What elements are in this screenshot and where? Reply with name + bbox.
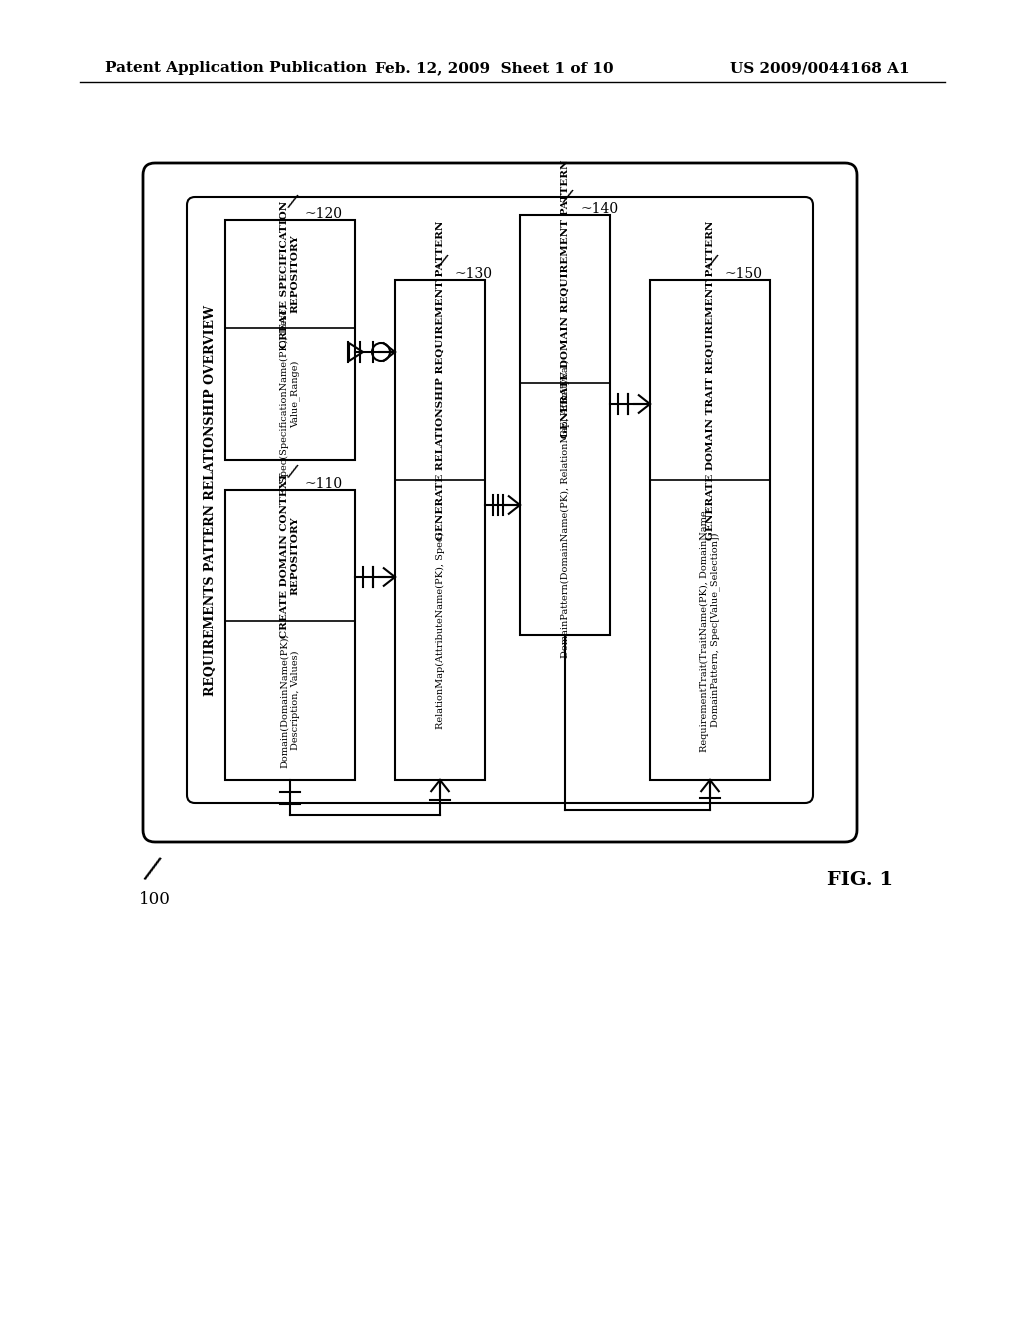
Text: CREATE SPECIFICATION
REPOSITORY: CREATE SPECIFICATION REPOSITORY (281, 201, 300, 347)
Text: /: / (436, 252, 449, 272)
Text: Feb. 12, 2009  Sheet 1 of 10: Feb. 12, 2009 Sheet 1 of 10 (375, 61, 613, 75)
FancyBboxPatch shape (143, 162, 857, 842)
Text: /: / (286, 193, 298, 211)
Text: RequirementTrait(TraitName(PK), DomainName,
DomainPattern, Spec[Value_Selection]: RequirementTrait(TraitName(PK), DomainNa… (699, 508, 720, 752)
Text: REQUIREMENTS PATTERN RELATIONSHIP OVERVIEW: REQUIREMENTS PATTERN RELATIONSHIP OVERVI… (204, 305, 216, 696)
Bar (650, 280, 770, 780)
Text: DomainPattern(DomainName(PK), RelationMap, AffinityVal): DomainPattern(DomainName(PK), RelationMa… (560, 359, 569, 659)
Text: ~150: ~150 (725, 267, 763, 281)
Text: ~120: ~120 (305, 207, 343, 220)
Text: ~130: ~130 (455, 267, 493, 281)
Text: Patent Application Publication: Patent Application Publication (105, 61, 367, 75)
Bar (520, 215, 610, 635)
Text: FIG. 1: FIG. 1 (827, 871, 893, 888)
Text: CREATE DOMAIN CONTEXT
REPOSITORY: CREATE DOMAIN CONTEXT REPOSITORY (281, 473, 300, 638)
Text: Domain(DomainName(PK),
Description, Values): Domain(DomainName(PK), Description, Valu… (281, 632, 300, 767)
Text: GENERATE RELATIONSHIP REQUIREMENT PATTERN: GENERATE RELATIONSHIP REQUIREMENT PATTER… (435, 220, 444, 540)
Text: GENERATE DOMAIN TRAIT REQUIREMENT PATTERN: GENERATE DOMAIN TRAIT REQUIREMENT PATTER… (706, 220, 715, 540)
Text: GENERATE DOMAIN REQUIREMENT PATTERN: GENERATE DOMAIN REQUIREMENT PATTERN (560, 160, 569, 438)
Text: Spec(SpecificationName(PK), Desc,
Value_Range): Spec(SpecificationName(PK), Desc, Value_… (280, 305, 300, 483)
Text: /: / (706, 252, 718, 272)
Text: ~140: ~140 (580, 202, 618, 216)
Bar (225, 490, 355, 780)
Text: RelationMap(AttributeName(PK), Spec): RelationMap(AttributeName(PK), Spec) (435, 532, 444, 729)
Text: ~110: ~110 (305, 477, 343, 491)
Bar (395, 280, 485, 780)
Text: /: / (286, 462, 298, 482)
Text: /: / (561, 187, 573, 207)
Text: /: / (142, 854, 162, 886)
Text: 100: 100 (139, 891, 171, 908)
FancyBboxPatch shape (187, 197, 813, 803)
Bar (225, 220, 355, 459)
Text: US 2009/0044168 A1: US 2009/0044168 A1 (730, 61, 909, 75)
